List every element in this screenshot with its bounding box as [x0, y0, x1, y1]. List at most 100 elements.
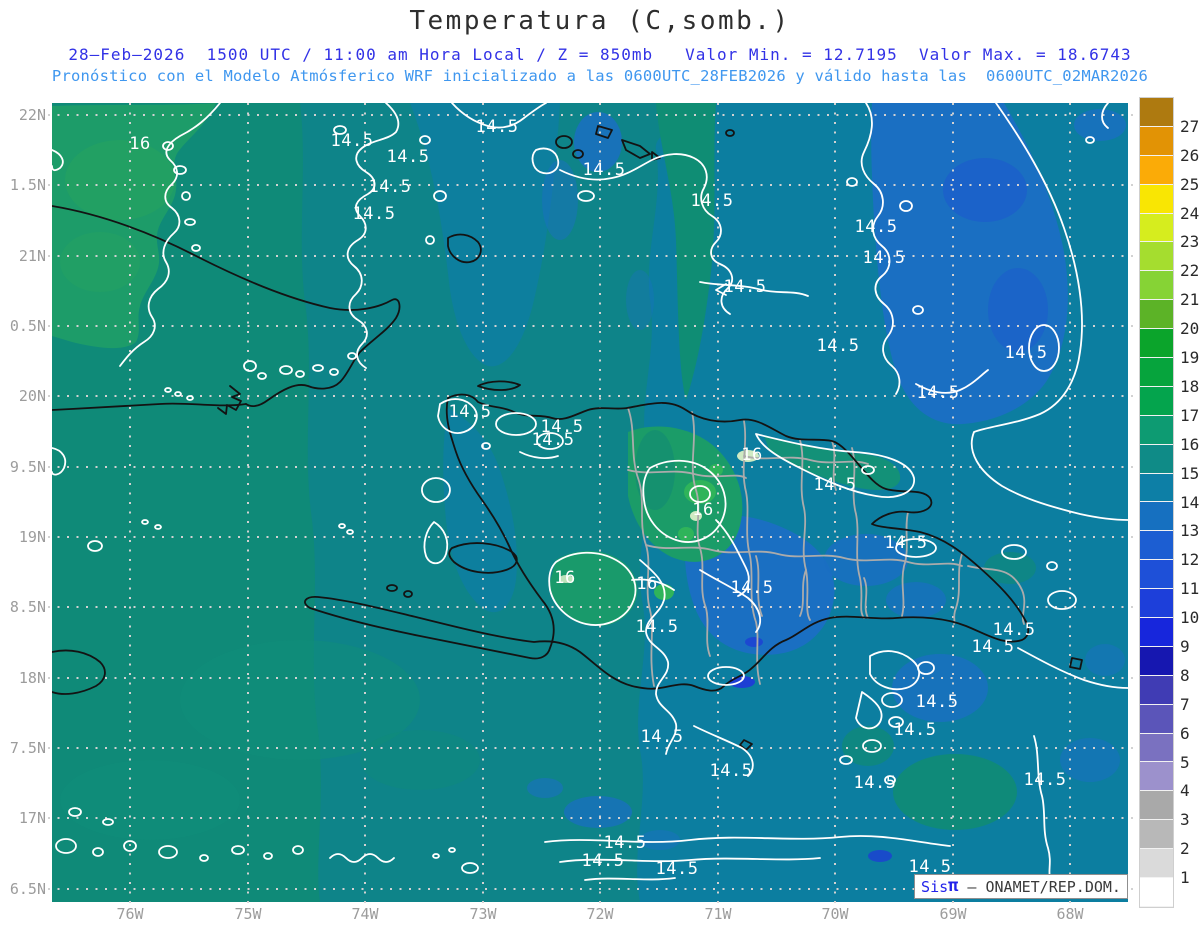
lat-tick-label: 8.5N: [9, 598, 46, 616]
colorbar-segment: [1140, 155, 1173, 185]
colorbar-segment: [1140, 733, 1173, 763]
colorbar-segment: [1140, 242, 1173, 272]
province-borders: [627, 407, 1026, 687]
contour-value-label: 14.5: [893, 720, 937, 740]
colorbar-value: 26: [1180, 145, 1200, 165]
contour-value-label: 14.5: [862, 248, 906, 268]
colorbar-segment: [1140, 560, 1173, 590]
colorbar-segment: [1140, 358, 1173, 387]
lon-tick-label: 72W: [586, 905, 614, 923]
colorbar-segment: [1140, 386, 1173, 416]
contour-value-label: 14.5: [915, 692, 959, 712]
colorbar-value: 25: [1180, 174, 1200, 194]
coastlines: [52, 125, 1083, 751]
colorbar-segment: [1140, 531, 1173, 561]
gridlines: [48, 103, 1136, 908]
pi-symbol: π: [948, 876, 959, 896]
colorbar-value: 9: [1180, 636, 1190, 656]
lat-tick-label: 6.5N: [9, 880, 46, 898]
contour-value-label: 14.5: [635, 617, 679, 637]
colorbar-segment: [1140, 878, 1173, 907]
lon-tick-label: 73W: [469, 905, 497, 923]
contour-value-label: 14.5: [853, 773, 897, 793]
colorbar-segment: [1140, 675, 1173, 705]
contour-value-label: 14.5: [475, 117, 519, 137]
credit-box: Sis π – ONAMET/REP.DOM.: [914, 874, 1128, 899]
lon-tick-label: 76W: [116, 905, 144, 923]
contour-value-label: 14.5: [709, 761, 753, 781]
contour-value-label: 14.5: [971, 637, 1015, 657]
colorbar-value: 20: [1180, 319, 1200, 339]
contour-value-label: 16: [554, 568, 576, 588]
contour-value-label: 14.5: [916, 383, 960, 403]
colorbar-value: 18: [1180, 376, 1200, 396]
colorbar-segment: [1140, 98, 1173, 127]
contour-value-label: 14.5: [640, 727, 684, 747]
colorbar-value: 12: [1180, 550, 1200, 570]
contour-value-label: 16: [692, 500, 714, 520]
colorbar-segment: [1140, 704, 1173, 734]
contour-value-label: 14.5: [368, 177, 412, 197]
contour-value-label: 16: [129, 134, 151, 154]
contour-value-label: 14.5: [655, 859, 699, 879]
lon-tick-label: 75W: [234, 905, 262, 923]
lat-tick-label: 9.5N: [9, 458, 46, 476]
colorbar-segment: [1140, 415, 1173, 445]
colorbar-value: 10: [1180, 608, 1200, 628]
temperature-shading: [52, 103, 1128, 902]
lat-tick-label: 7.5N: [9, 739, 46, 757]
colorbar-segment: [1140, 300, 1173, 330]
colorbar-value: 11: [1180, 579, 1200, 599]
page-title: Temperatura (C,somb.): [409, 6, 791, 36]
colorbar-value: 3: [1180, 810, 1190, 830]
colorbar-segment: [1140, 502, 1173, 532]
colorbar-segment: [1140, 473, 1173, 503]
contour-value-label: 14.5: [330, 131, 374, 151]
contour-value-label: 14.5: [582, 160, 626, 180]
contour-value-label: 16: [636, 574, 658, 594]
contour-value-label: 14.5: [854, 217, 898, 237]
colorbar-value: 21: [1180, 290, 1200, 310]
contour-value-label: 14.5: [1023, 770, 1067, 790]
contour-value-label: 14.5: [386, 147, 430, 167]
colorbar-segment: [1140, 329, 1173, 359]
colorbar-value: 4: [1180, 781, 1190, 801]
lat-tick-label: 19N: [18, 528, 46, 546]
contour-value-label: 14.5: [908, 857, 952, 877]
lon-tick-label: 74W: [351, 905, 379, 923]
colorbar-segment: [1140, 618, 1173, 647]
contour-value-label: 14.5: [1004, 343, 1048, 363]
colorbar-value: 7: [1180, 694, 1190, 714]
contour-lines: [52, 103, 1128, 881]
contour-value-label: 14.5: [723, 277, 767, 297]
colorbar-value: 22: [1180, 261, 1200, 281]
sispi-logo: Sis: [921, 877, 949, 896]
lat-tick-label: 22N: [18, 106, 46, 124]
lat-tick-label: 21N: [18, 247, 46, 265]
lat-tick-label: 17N: [18, 809, 46, 827]
colorbar-value: 8: [1180, 665, 1190, 685]
colorbar-value: 2: [1180, 839, 1190, 859]
subtitle-validtime: 28–Feb–2026 1500 UTC / 11:00 am Hora Loc…: [68, 45, 1132, 64]
contour-value-label: 14.5: [884, 533, 928, 553]
colorbar-segment: [1140, 444, 1173, 474]
colorbar-segment: [1140, 849, 1173, 879]
contour-value-label: 14.5: [352, 204, 396, 224]
contour-value-label: 14.5: [531, 430, 575, 450]
contour-value-label: 14.5: [816, 336, 860, 356]
colorbar-value: 17: [1180, 405, 1200, 425]
colorbar: [1139, 97, 1174, 908]
contour-value-label: 14.5: [540, 417, 584, 437]
colorbar-segment: [1140, 762, 1173, 792]
colorbar-value: 5: [1180, 752, 1190, 772]
subtitle-model: Pronóstico con el Modelo Atmósferico WRF…: [51, 67, 1149, 85]
colorbar-value: 23: [1180, 232, 1200, 252]
colorbar-value: 1: [1180, 868, 1190, 888]
colorbar-segment: [1140, 646, 1173, 676]
colorbar-segment: [1140, 126, 1173, 156]
colorbar-value: 16: [1180, 434, 1200, 454]
contour-value-label: 14.5: [813, 475, 857, 495]
contour-value-label: 14.5: [992, 620, 1036, 640]
colorbar-value: 14: [1180, 492, 1200, 512]
